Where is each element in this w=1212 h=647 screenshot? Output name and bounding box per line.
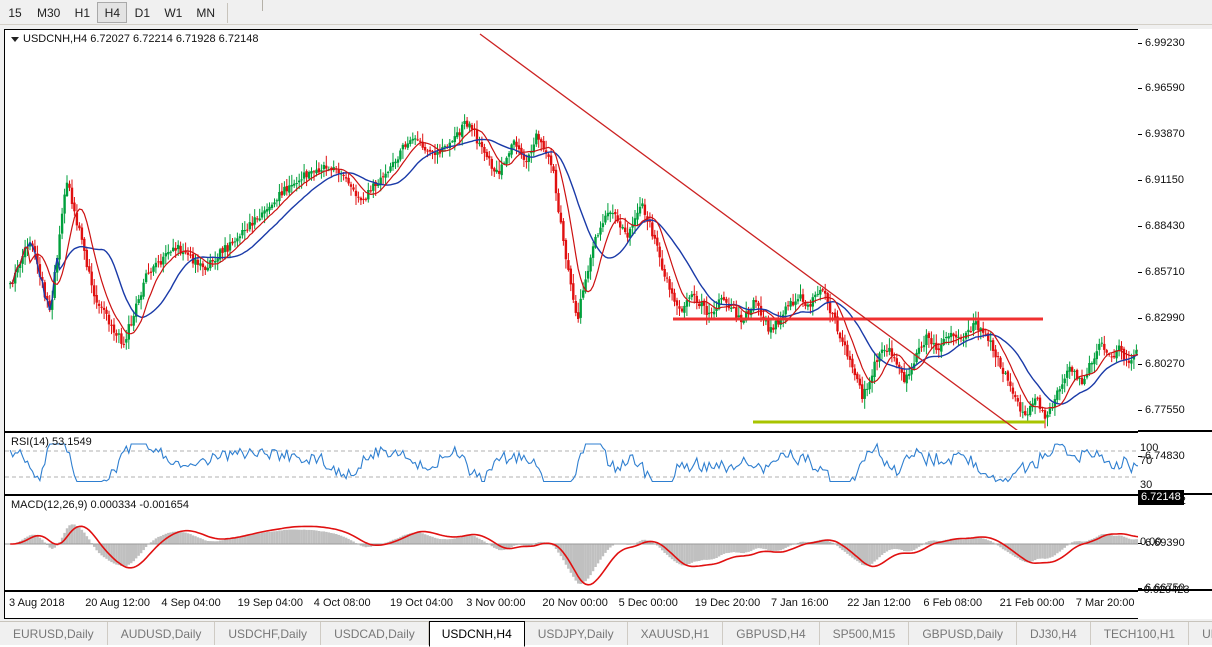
chart-symbol-label: USDCNH,H4 6.72027 6.72214 6.71928 6.7214… bbox=[11, 33, 258, 45]
macd-pane[interactable]: MACD(12,26,9) 0.000334 -0.001654 bbox=[5, 494, 1207, 588]
toolbar-separator-tick bbox=[262, 0, 263, 11]
chart-tab-ukc[interactable]: UKC bbox=[1189, 622, 1212, 645]
price-tick: 6.88430 bbox=[1138, 220, 1185, 232]
timeframe-button-h4[interactable]: H4 bbox=[97, 2, 127, 23]
time-tick: 22 Jan 12:00 bbox=[847, 597, 911, 609]
chart-tab-gbpusd-daily[interactable]: GBPUSD,Daily bbox=[909, 622, 1017, 645]
scale-divider-rsi bbox=[1138, 430, 1212, 432]
price-tick: 6.77550 bbox=[1138, 404, 1185, 416]
time-tick: 4 Sep 04:00 bbox=[161, 597, 220, 609]
chevron-down-icon[interactable] bbox=[11, 37, 19, 42]
price-tick: 6.82990 bbox=[1138, 312, 1185, 324]
rsi-line bbox=[10, 444, 1144, 482]
chart-tab-xauusd-h1[interactable]: XAUUSD,H1 bbox=[628, 622, 724, 645]
time-tick: 20 Aug 12:00 bbox=[85, 597, 150, 609]
price-scale[interactable]: 6.99230 6.96590 6.93870 6.91150 6.88430 6.857… bbox=[1138, 29, 1212, 619]
chart-tab-eurusd-daily[interactable]: EURUSD,Daily bbox=[0, 622, 108, 645]
chart-tab-tech100-h1[interactable]: TECH100,H1 bbox=[1091, 622, 1189, 645]
price-tick: 6.85710 bbox=[1138, 266, 1185, 278]
time-tick: 21 Feb 00:00 bbox=[1000, 597, 1065, 609]
price-tick: 6.91150 bbox=[1138, 174, 1184, 186]
timeframe-button-d1[interactable]: D1 bbox=[127, 2, 157, 23]
toolbar-divider bbox=[227, 3, 228, 23]
chart-tab-usdchf-daily[interactable]: USDCHF,Daily bbox=[215, 622, 321, 645]
timeframe-button-m30[interactable]: M30 bbox=[30, 2, 67, 23]
time-tick: 7 Jan 16:00 bbox=[771, 597, 829, 609]
time-tick: 19 Sep 04:00 bbox=[238, 597, 303, 609]
candlestick-series bbox=[9, 114, 1145, 428]
chart-tab-gbpusd-h4[interactable]: GBPUSD,H4 bbox=[723, 622, 819, 645]
time-tick: 7 Mar 20:00 bbox=[1076, 597, 1135, 609]
price-pane[interactable]: USDCNH,H4 6.72027 6.72214 6.71928 6.7214… bbox=[5, 30, 1207, 430]
time-tick: 20 Nov 00:00 bbox=[542, 597, 607, 609]
timeframe-button-mn[interactable]: MN bbox=[189, 2, 222, 23]
rsi-svg bbox=[5, 433, 1207, 492]
chart-tab-usdjpy-daily[interactable]: USDJPY,Daily bbox=[525, 622, 628, 645]
price-tick: 6.80270 bbox=[1138, 358, 1185, 370]
rsi-label: RSI(14) 53.1549 bbox=[11, 436, 92, 448]
time-tick: 19 Dec 20:00 bbox=[695, 597, 760, 609]
chart-area[interactable]: USDCNH,H4 6.72027 6.72214 6.71928 6.7214… bbox=[4, 29, 1208, 619]
scale-divider-time bbox=[1138, 589, 1212, 591]
rsi-pane[interactable]: RSI(14) 53.1549 bbox=[5, 431, 1207, 492]
time-tick: 4 Oct 08:00 bbox=[314, 597, 371, 609]
chart-tab-usdcnh-h4[interactable]: USDCNH,H4 bbox=[429, 621, 525, 647]
timeframe-button-15[interactable]: 15 bbox=[0, 2, 30, 23]
time-axis: 3 Aug 2018 20 Aug 12:00 4 Sep 04:00 19 Sep … bbox=[5, 590, 1207, 618]
price-tick: 6.99230 bbox=[1138, 37, 1185, 49]
time-tick: 3 Aug 2018 bbox=[9, 597, 65, 609]
time-tick: 6 Feb 08:00 bbox=[923, 597, 982, 609]
chart-tab-dj30-h4[interactable]: DJ30,H4 bbox=[1017, 622, 1091, 645]
macd-label: MACD(12,26,9) 0.000334 -0.001654 bbox=[11, 499, 189, 511]
rsi-tick-100: 100 bbox=[1140, 442, 1158, 454]
chart-tab-audusd-daily[interactable]: AUDUSD,Daily bbox=[108, 622, 216, 645]
time-tick: 5 Dec 00:00 bbox=[619, 597, 678, 609]
ma-slow-line bbox=[10, 140, 1144, 405]
current-price-label: 6.72148 bbox=[1138, 490, 1184, 505]
macd-histogram bbox=[14, 524, 1145, 584]
price-candles-svg bbox=[5, 30, 1207, 430]
timeframe-button-h1[interactable]: H1 bbox=[67, 2, 97, 23]
chart-tab-usdcad-daily[interactable]: USDCAD,Daily bbox=[321, 622, 429, 645]
time-tick: 3 Nov 00:00 bbox=[466, 597, 525, 609]
price-tick: 6.96590 bbox=[1138, 82, 1185, 94]
price-tick: 6.93870 bbox=[1138, 128, 1185, 140]
chart-tab-sp500-m15[interactable]: SP500,M15 bbox=[820, 622, 910, 645]
time-tick: 19 Oct 04:00 bbox=[390, 597, 453, 609]
rsi-tick-70: 70 bbox=[1140, 455, 1152, 467]
timeframe-button-w1[interactable]: W1 bbox=[157, 2, 189, 23]
macd-tick-zero: 0.00 bbox=[1140, 536, 1161, 548]
ma-fast-line bbox=[10, 129, 1144, 408]
